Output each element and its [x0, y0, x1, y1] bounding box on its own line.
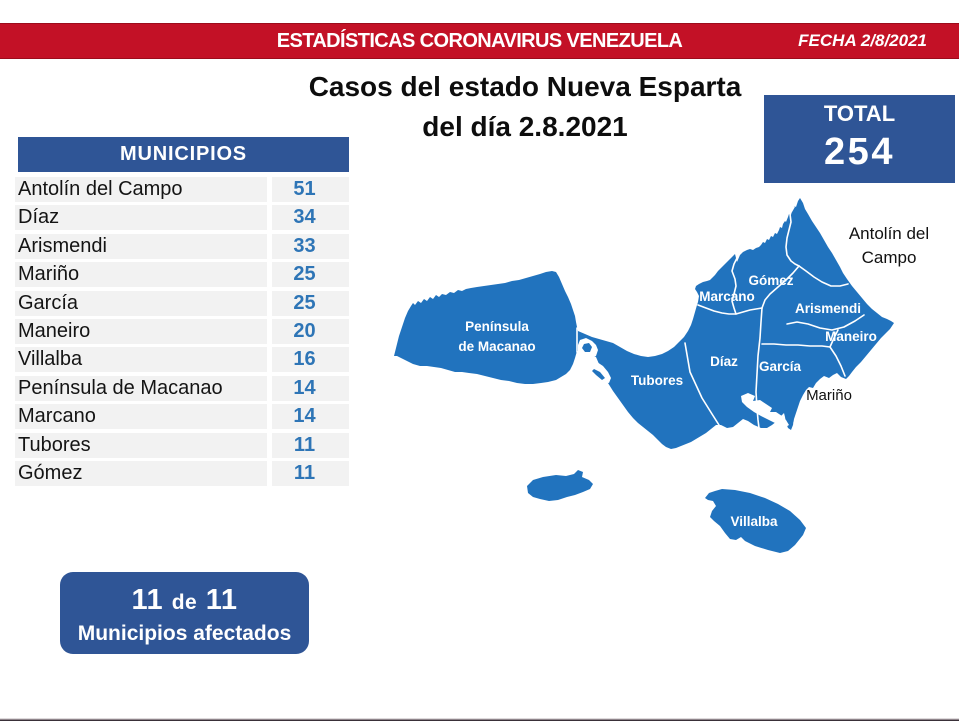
svg-text:Díaz: Díaz [710, 354, 738, 369]
svg-text:Mariño: Mariño [806, 387, 852, 404]
svg-text:Antolín del: Antolín del [849, 224, 929, 243]
svg-text:Gómez: Gómez [748, 273, 793, 288]
svg-text:García: García [759, 359, 802, 374]
svg-text:de Macanao: de Macanao [458, 339, 535, 354]
svg-text:Maneiro: Maneiro [825, 329, 877, 344]
svg-text:Marcano: Marcano [699, 289, 755, 304]
svg-text:Península: Península [465, 319, 529, 334]
svg-text:Tubores: Tubores [631, 373, 683, 388]
svg-text:Arismendi: Arismendi [795, 301, 861, 316]
svg-text:Campo: Campo [862, 248, 917, 267]
svg-text:Villalba: Villalba [730, 514, 778, 529]
